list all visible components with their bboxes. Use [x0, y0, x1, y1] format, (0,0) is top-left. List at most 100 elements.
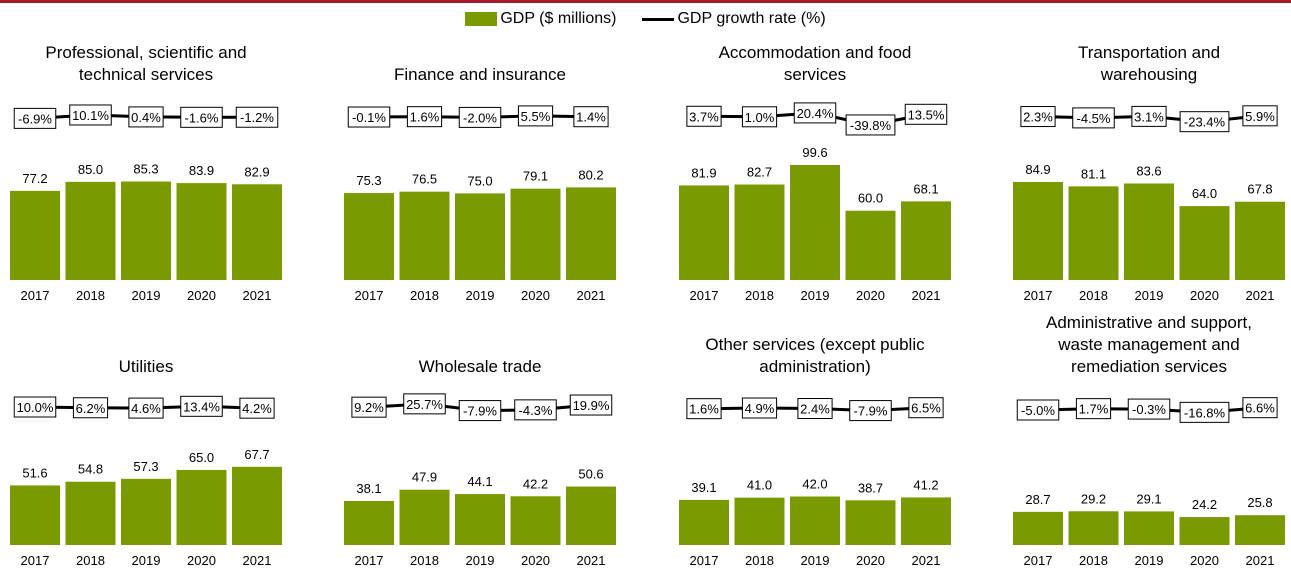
year-label: 2021 — [1246, 553, 1275, 568]
gdp-bar — [1124, 511, 1174, 545]
gdp-bar — [510, 188, 561, 280]
growth-rate-label-box — [1075, 398, 1112, 420]
year-label: 2018 — [745, 288, 774, 303]
gdp-bar — [1068, 511, 1119, 545]
year-label: 2021 — [243, 288, 272, 303]
gdp-value-label: 67.8 — [1247, 182, 1272, 197]
growth-rate-label-box — [406, 106, 443, 128]
year-label: 2017 — [690, 553, 719, 568]
gdp-bar — [679, 185, 729, 280]
growth-rate-label: 20.4% — [797, 106, 834, 121]
gdp-value-label: 42.0 — [802, 477, 827, 492]
growth-rate-label-box — [72, 397, 109, 419]
panel-7: Other services (except public administrat… — [679, 335, 951, 568]
gdp-value-label: 82.7 — [747, 165, 772, 180]
growth-rate-label-box — [458, 106, 502, 128]
growth-rate-label: 5.5% — [521, 109, 551, 124]
gdp-bar — [10, 190, 60, 280]
gdp-value-label: 44.1 — [467, 474, 492, 489]
year-label: 2020 — [521, 288, 550, 303]
gdp-bar — [845, 500, 896, 545]
growth-rate-label: 4.6% — [131, 401, 161, 416]
growth-rate-label-box — [686, 398, 722, 420]
growth-rate-label: 9.2% — [354, 400, 384, 415]
gdp-bar — [1013, 181, 1063, 280]
growth-rate-label: 2.4% — [800, 402, 830, 417]
gdp-value-label: 54.8 — [78, 462, 103, 477]
gdp-bar — [901, 497, 951, 545]
growth-rate-label: -23.4% — [1184, 115, 1226, 130]
growth-rate-label: -39.8% — [850, 118, 892, 133]
gdp-value-label: 38.7 — [858, 480, 883, 495]
growth-rate-label-box — [239, 397, 275, 419]
year-label: 2018 — [410, 553, 439, 568]
year-label: 2021 — [1246, 288, 1275, 303]
year-label: 2017 — [355, 553, 384, 568]
growth-rate-label: 4.9% — [745, 401, 775, 416]
growth-rate-label: 6.2% — [76, 401, 106, 416]
panel-4: Transportation and warehousing 2.3% -4.5% 3.… — [1013, 43, 1285, 303]
growth-rate-label-box — [845, 114, 896, 136]
year-label: 2018 — [76, 553, 105, 568]
gdp-value-label: 60.0 — [858, 191, 883, 206]
panel-title-line: Other services (except public — [705, 335, 925, 354]
growth-rate-label: -4.5% — [1077, 111, 1111, 126]
growth-rate-label: -4.3% — [519, 403, 553, 418]
growth-rate-label-box — [1179, 401, 1230, 423]
growth-rate-label-box — [686, 105, 722, 127]
growth-rate-label-box — [514, 399, 557, 421]
growth-rate-label-box — [180, 106, 223, 128]
growth-rate-label-box — [347, 106, 391, 128]
gdp-value-label: 47.9 — [412, 470, 437, 485]
panel-3: Accommodation and food services 3.7% 1.0% 20… — [679, 43, 951, 303]
year-label: 2019 — [466, 288, 495, 303]
growth-rate-label-box — [741, 106, 778, 128]
panel-2: Finance and insurance -0.1% 1.6% -2.0% 5.5% 1… — [344, 65, 616, 303]
year-label: 2018 — [745, 553, 774, 568]
year-label: 2017 — [690, 288, 719, 303]
panel-title-line: Administrative and support, — [1046, 313, 1252, 332]
gdp-bar — [10, 485, 60, 545]
year-label: 2017 — [21, 553, 50, 568]
gdp-bar — [65, 481, 116, 545]
gdp-value-label: 65.0 — [189, 450, 214, 465]
gdp-bar — [344, 501, 394, 545]
year-label: 2017 — [21, 288, 50, 303]
growth-rate-label: 25.7% — [406, 397, 443, 412]
legend-item-growth: GDP growth rate (%) — [642, 10, 826, 28]
growth-rate-label-box — [351, 396, 387, 418]
gdp-value-label: 75.3 — [356, 173, 381, 188]
growth-rate-label-box — [180, 395, 223, 417]
year-label: 2019 — [1135, 288, 1164, 303]
growth-rate-label-box — [403, 393, 446, 415]
growth-rate-label-box — [797, 398, 833, 420]
legend-item-gdp: GDP ($ millions) — [465, 10, 616, 28]
growth-rate-label: -1.2% — [240, 110, 274, 125]
year-label: 2021 — [577, 553, 606, 568]
year-label: 2020 — [521, 553, 550, 568]
growth-rate-label: 6.6% — [1245, 401, 1275, 416]
year-label: 2019 — [132, 288, 161, 303]
year-label: 2018 — [1079, 553, 1108, 568]
legend: GDP ($ millions) GDP growth rate (%) — [0, 8, 1291, 30]
growth-rate-label-box — [458, 400, 502, 422]
growth-rate-label: 3.7% — [689, 109, 719, 124]
gdp-bar — [121, 181, 171, 280]
legend-label-growth: GDP growth rate (%) — [677, 10, 826, 27]
year-label: 2020 — [187, 553, 216, 568]
year-label: 2019 — [132, 553, 161, 568]
panel-1: Professional, scientific and technical se… — [10, 43, 282, 303]
panel-title-line: remediation services — [1071, 357, 1227, 376]
gdp-bar — [1235, 515, 1285, 545]
growth-rate-label-box — [1020, 106, 1056, 128]
gdp-value-label: 38.1 — [356, 481, 381, 496]
gdp-value-label: 51.6 — [22, 465, 47, 480]
gdp-value-label: 83.9 — [189, 163, 214, 178]
panel-title-line: Professional, scientific and — [45, 43, 246, 62]
gdp-value-label: 80.2 — [578, 167, 603, 182]
year-label: 2019 — [801, 553, 830, 568]
panel-6: Wholesale trade 9.2% 25.7% -7.9% -4.3% 19.9% 3… — [344, 357, 616, 568]
year-label: 2018 — [410, 288, 439, 303]
gdp-bar — [901, 201, 951, 280]
growth-rate-label: 1.0% — [745, 110, 775, 125]
